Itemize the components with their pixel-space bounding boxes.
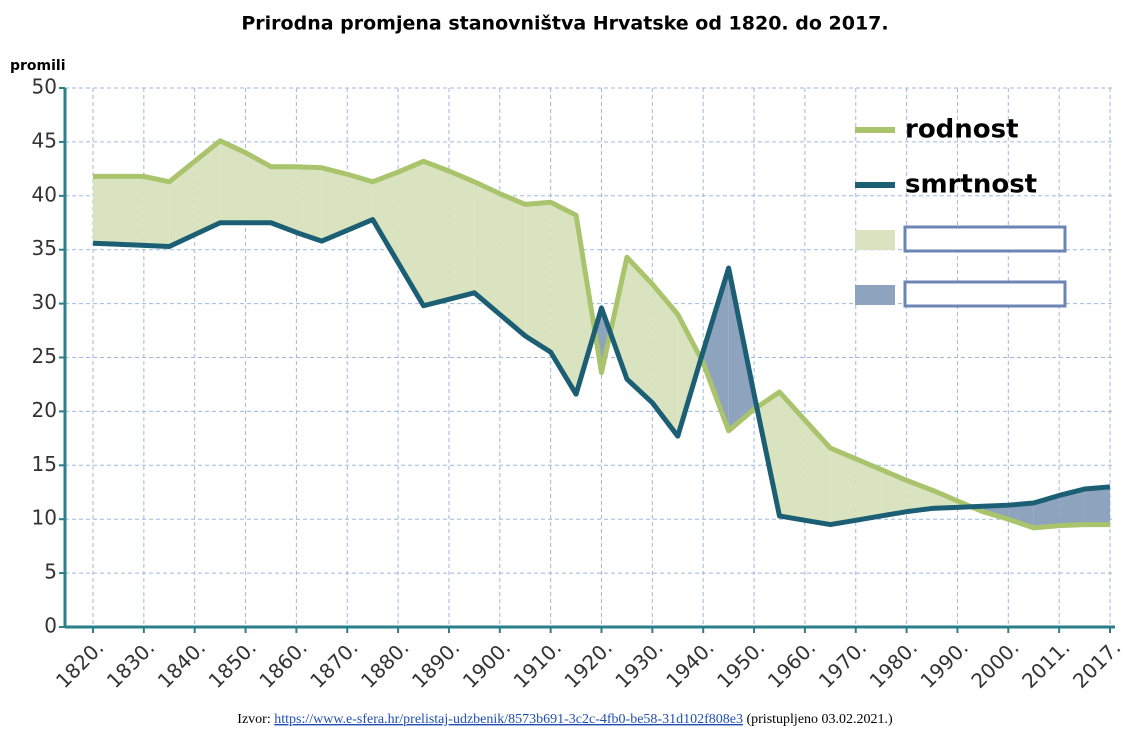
area-fill	[626, 257, 653, 403]
x-tick-label: 1990.	[915, 635, 972, 692]
x-tick-label: 1850.	[204, 635, 261, 692]
x-tick-label: 2000.	[966, 635, 1023, 692]
area-fill	[93, 176, 119, 245]
x-tick-label: 1960.	[763, 635, 820, 692]
y-tick-label: 0	[44, 614, 57, 638]
x-tick-label: 1870.	[305, 635, 362, 692]
legend-blank-box	[903, 225, 1067, 253]
y-tick-label: 20	[32, 398, 57, 422]
area-fill	[321, 167, 348, 242]
legend-label: rodnost	[905, 115, 1019, 145]
legend-label: smrtnost	[905, 170, 1037, 200]
fills	[93, 140, 1110, 528]
x-tick-label: 1820.	[51, 635, 108, 692]
area-fill	[118, 176, 144, 246]
source-prefix: Izvor:	[237, 712, 270, 727]
x-tick-label: 1890.	[407, 635, 464, 692]
area-fill	[499, 193, 526, 336]
area-fill	[525, 202, 551, 353]
x-tick-label: 1980.	[865, 635, 922, 692]
area-fill	[855, 458, 882, 521]
area-fill	[550, 202, 577, 395]
area-fill	[804, 420, 831, 525]
area-fill	[1008, 503, 1034, 528]
chart-title: Prirodna promjena stanovništva Hrvatske …	[241, 13, 888, 35]
x-tick-label: 2017.	[1068, 635, 1125, 692]
y-tick-label: 40	[32, 182, 57, 206]
area-fill	[220, 140, 246, 223]
area-fill	[703, 268, 729, 431]
area-fill	[610, 257, 627, 380]
area-fill	[143, 176, 170, 247]
x-tick-label: 1880.	[356, 635, 413, 692]
area-fill	[881, 469, 907, 516]
y-tick-label: 10	[32, 506, 57, 530]
source-suffix: (pristupljeno 03.02.2021.)	[746, 712, 893, 727]
y-tick-label: 45	[32, 128, 57, 152]
y-tick-label: 50	[32, 75, 57, 99]
area-fill	[474, 181, 500, 315]
grid	[65, 87, 1115, 628]
x-tick-label: 1910.	[509, 635, 566, 692]
area-fill	[296, 166, 322, 242]
x-tick-label: 1940.	[661, 635, 718, 692]
source-link[interactable]: https://www.e-sfera.hr/prelistaj-udzbeni…	[274, 712, 743, 727]
area-fill	[347, 174, 373, 231]
x-tick-label: 1950.	[712, 635, 769, 692]
legend-fill-swatch	[855, 285, 895, 305]
x-tick-label: 2011.	[1017, 635, 1074, 692]
area-fill	[169, 161, 195, 247]
x-tick-label: 1900.	[458, 635, 515, 692]
y-tick-label: 35	[32, 236, 57, 260]
area-fill	[448, 171, 475, 300]
area-fill	[1084, 486, 1110, 525]
line	[93, 138, 1110, 531]
x-tick-label: 1920.	[559, 635, 616, 692]
area-fill	[1059, 489, 1085, 526]
area-fill	[677, 314, 701, 437]
line	[92, 217, 1111, 528]
source: Izvor: https://www.e-sfera.hr/prelistaj-…	[237, 712, 893, 727]
area-fill	[830, 448, 856, 525]
lines	[92, 138, 1111, 531]
x-tick-label: 1970.	[814, 635, 871, 692]
x-tick-label: 1830.	[102, 635, 159, 692]
area-fill	[245, 152, 271, 223]
y-tick-label: 5	[44, 560, 57, 584]
area-fill	[372, 172, 399, 263]
area-fill	[194, 140, 221, 235]
area-fill	[423, 161, 449, 306]
x-tick-label: 1840.	[153, 635, 210, 692]
legend-fill-swatch	[855, 230, 895, 250]
y-tick-label: 30	[32, 290, 57, 314]
area-fill	[779, 391, 805, 521]
area-fill	[576, 215, 595, 395]
x-tick-label: 1860.	[254, 635, 311, 692]
x-tick-label: 1930.	[610, 635, 667, 692]
y-tick-label: 25	[32, 344, 57, 368]
area-fill	[270, 166, 297, 233]
legend-blank-box	[903, 280, 1067, 308]
area-fill	[652, 284, 678, 437]
y-axis-label: promili	[10, 58, 66, 74]
y-tick-label: 15	[32, 452, 57, 476]
